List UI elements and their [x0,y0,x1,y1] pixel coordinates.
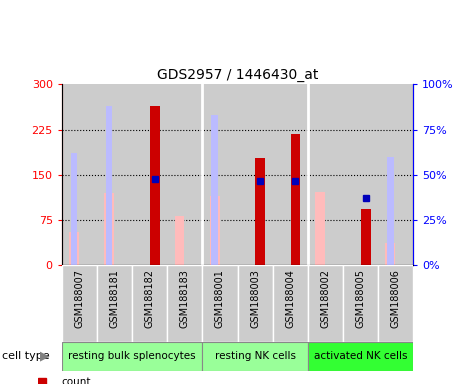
Bar [211,115,218,265]
Bar [167,84,202,265]
Bar [202,265,238,342]
Text: GSM188183: GSM188183 [180,269,190,328]
Bar [238,84,273,265]
Bar [387,157,394,265]
Text: GSM188006: GSM188006 [390,269,401,328]
Bar [69,232,79,265]
Text: GSM188007: GSM188007 [74,269,85,328]
Text: count: count [62,377,91,384]
Bar [106,106,113,265]
Bar [343,84,378,265]
Bar [361,209,370,265]
Bar [291,134,300,265]
Bar [104,193,114,265]
Text: activated NK cells: activated NK cells [314,351,407,361]
Bar [62,84,97,265]
Bar [343,265,378,342]
Bar [62,342,202,371]
Text: GSM188001: GSM188001 [215,269,225,328]
Text: GSM188181: GSM188181 [109,269,120,328]
Bar [132,265,167,342]
Bar [273,84,308,265]
Bar [308,84,343,265]
Bar [308,265,343,342]
Text: GSM188002: GSM188002 [320,269,331,328]
Text: GSM188004: GSM188004 [285,269,295,328]
Bar [62,265,97,342]
Bar [202,84,238,265]
Bar [378,84,413,265]
Text: GSM188003: GSM188003 [250,269,260,328]
Bar [167,265,202,342]
Bar [256,158,265,265]
Bar [71,153,77,265]
Bar [238,265,273,342]
Bar [97,84,132,265]
Text: ▶: ▶ [40,350,50,362]
Bar [202,342,308,371]
Bar [315,192,325,265]
Bar [308,342,413,371]
Text: GSM188182: GSM188182 [144,269,155,328]
Text: resting bulk splenocytes: resting bulk splenocytes [68,351,196,361]
Bar [132,84,167,265]
Text: GSM188005: GSM188005 [355,269,366,328]
Text: cell type: cell type [2,351,50,361]
Bar [378,265,413,342]
Bar [150,106,160,265]
Bar [175,216,184,265]
Bar [210,196,219,265]
Bar [386,243,395,265]
Bar [97,265,132,342]
Text: resting NK cells: resting NK cells [215,351,295,361]
Bar [273,265,308,342]
Title: GDS2957 / 1446430_at: GDS2957 / 1446430_at [157,68,318,82]
